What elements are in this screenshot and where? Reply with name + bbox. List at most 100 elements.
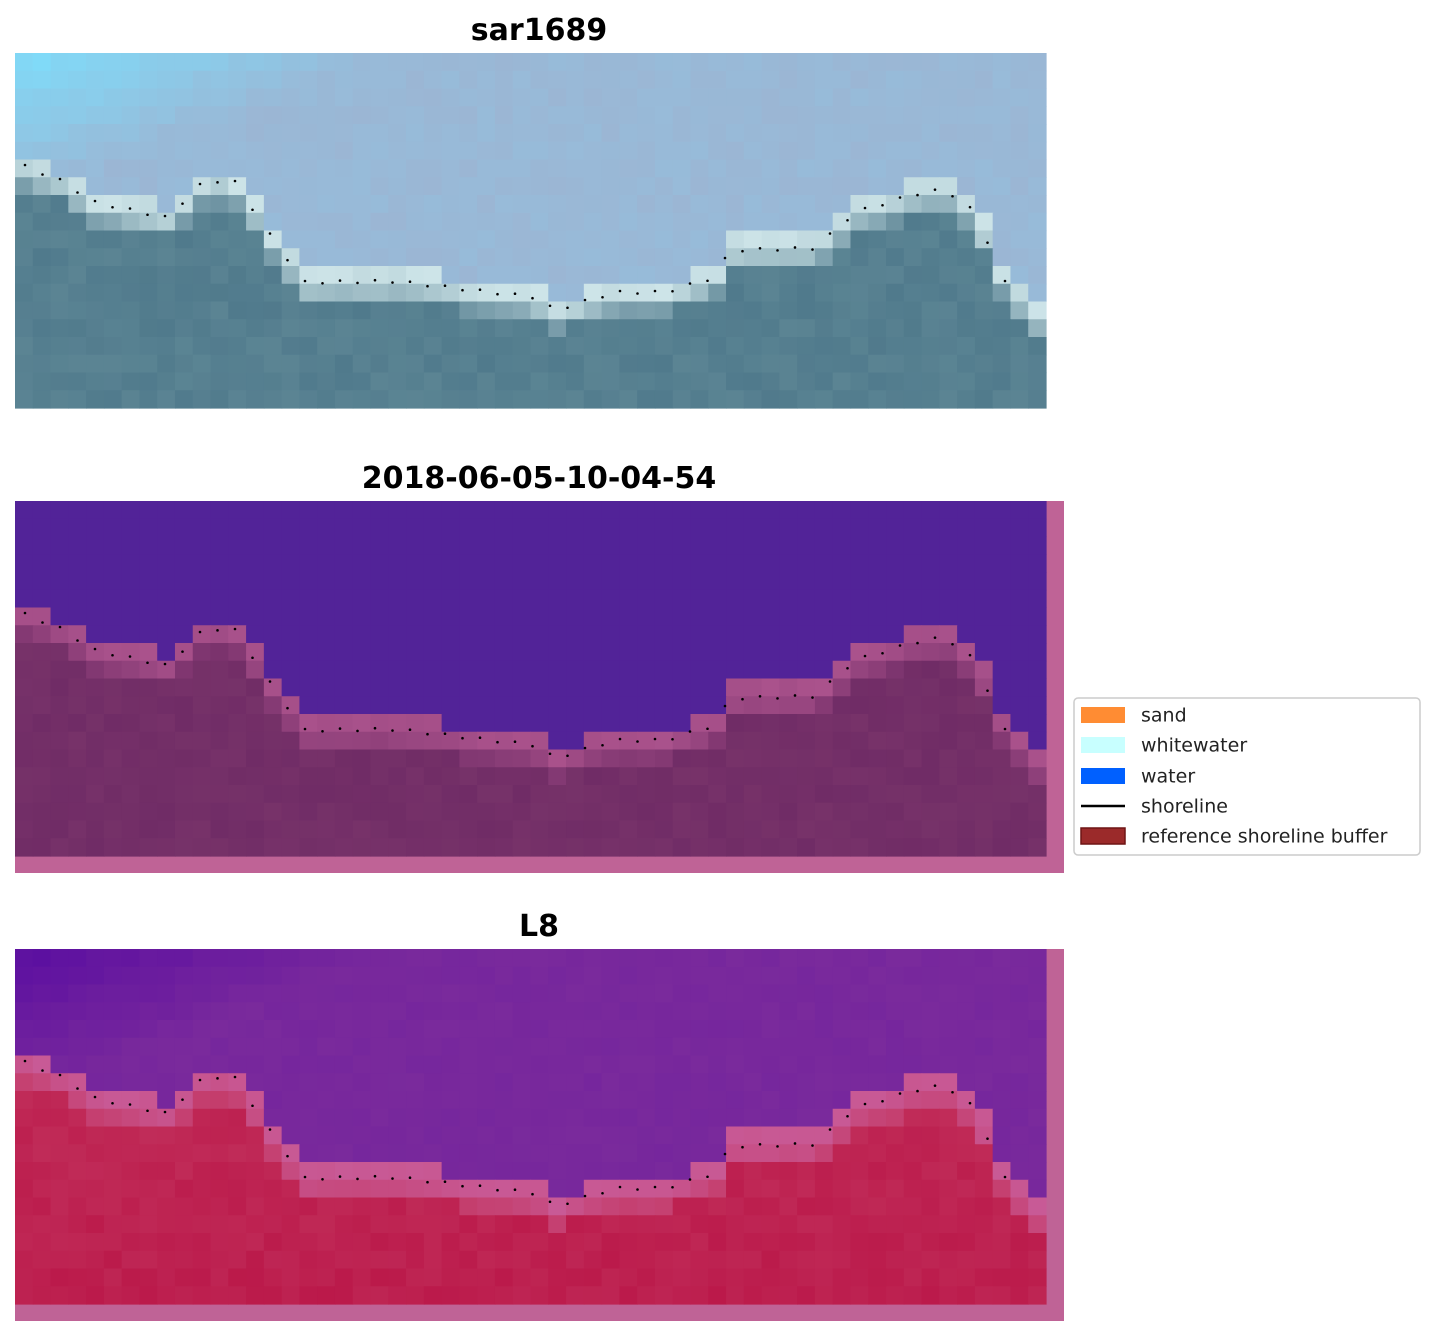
image-pixel bbox=[406, 1091, 425, 1110]
image-pixel bbox=[121, 319, 141, 338]
image-pixel bbox=[281, 678, 301, 697]
image-pixel bbox=[779, 802, 798, 822]
image-pixel bbox=[654, 1162, 674, 1181]
image-pixel bbox=[86, 212, 105, 232]
image-pixel bbox=[601, 1250, 620, 1270]
image-pixel bbox=[939, 1268, 958, 1287]
image-pixel bbox=[530, 195, 549, 214]
image-pixel bbox=[939, 696, 958, 715]
image-pixel bbox=[157, 1073, 176, 1092]
image-pixel bbox=[654, 1091, 674, 1110]
image-pixel bbox=[797, 696, 816, 715]
image-pixel bbox=[299, 660, 318, 680]
image-pixel bbox=[494, 678, 514, 697]
image-pixel bbox=[690, 301, 709, 320]
image-pixel bbox=[530, 984, 549, 1003]
image-pixel bbox=[86, 1179, 105, 1199]
image-pixel bbox=[779, 1126, 798, 1145]
image-pixel bbox=[441, 1055, 460, 1074]
image-pixel bbox=[726, 838, 745, 857]
image-pixel bbox=[334, 248, 354, 267]
image-pixel bbox=[86, 731, 105, 751]
image-pixel bbox=[957, 1162, 976, 1181]
image-pixel bbox=[548, 319, 567, 338]
image-pixel bbox=[192, 70, 212, 90]
image-pixel bbox=[601, 643, 620, 662]
shoreline-point bbox=[846, 218, 849, 222]
image-pixel bbox=[654, 785, 674, 804]
image-pixel bbox=[672, 53, 692, 72]
image-pixel bbox=[761, 1055, 780, 1074]
image-pixel bbox=[299, 301, 318, 320]
image-pixel bbox=[263, 230, 283, 249]
image-pixel bbox=[832, 536, 852, 555]
image-pixel bbox=[708, 1091, 727, 1110]
image-pixel bbox=[850, 607, 869, 626]
image-pixel bbox=[50, 749, 69, 768]
shoreline-point bbox=[811, 1144, 814, 1147]
image-pixel bbox=[601, 1108, 620, 1128]
image-pixel bbox=[548, 88, 567, 107]
image-pixel bbox=[299, 625, 318, 644]
image-pixel bbox=[441, 1002, 460, 1021]
image-pixel bbox=[672, 1002, 692, 1021]
image-pixel bbox=[708, 1268, 727, 1287]
image-pixel bbox=[992, 372, 1012, 391]
image-pixel bbox=[921, 625, 940, 644]
image-pixel bbox=[352, 1250, 372, 1270]
image-pixel bbox=[637, 1126, 656, 1145]
image-pixel bbox=[921, 1250, 940, 1270]
image-pixel bbox=[352, 1055, 372, 1074]
image-pixel bbox=[86, 518, 105, 538]
image-pixel bbox=[583, 141, 603, 161]
image-pixel bbox=[512, 518, 532, 538]
image-pixel bbox=[743, 1162, 763, 1181]
image-pixel bbox=[494, 589, 514, 609]
image-pixel bbox=[886, 1268, 905, 1287]
image-pixel bbox=[903, 1073, 923, 1092]
image-pixel bbox=[832, 1108, 852, 1128]
image-pixel bbox=[423, 372, 443, 391]
image-pixel bbox=[566, 1037, 585, 1057]
image-pixel bbox=[263, 106, 283, 125]
image-pixel bbox=[957, 283, 976, 303]
image-pixel bbox=[832, 266, 852, 285]
image-pixel bbox=[423, 248, 443, 267]
image-pixel bbox=[779, 354, 798, 374]
image-pixel bbox=[672, 966, 692, 986]
image-pixel bbox=[548, 248, 567, 267]
image-pixel bbox=[15, 1250, 34, 1270]
image-pixel bbox=[548, 1233, 567, 1252]
image-pixel bbox=[210, 536, 229, 555]
shoreline-point bbox=[338, 727, 342, 730]
image-pixel bbox=[512, 785, 532, 804]
image-pixel bbox=[299, 141, 318, 161]
image-pixel bbox=[406, 1233, 425, 1252]
image-pixel bbox=[370, 177, 389, 196]
image-pixel bbox=[672, 518, 692, 538]
image-pixel bbox=[814, 572, 834, 591]
image-pixel bbox=[370, 714, 389, 733]
image-pixel bbox=[974, 802, 994, 822]
image-pixel bbox=[1028, 1073, 1047, 1092]
image-pixel bbox=[388, 1002, 407, 1021]
image-pixel bbox=[50, 124, 69, 143]
shoreline-point bbox=[706, 727, 709, 731]
shoreline-point bbox=[461, 1184, 464, 1188]
image-pixel bbox=[477, 88, 496, 107]
image-pixel bbox=[477, 177, 496, 196]
image-pixel bbox=[210, 283, 229, 303]
image-pixel bbox=[548, 70, 567, 90]
image-pixel bbox=[601, 1002, 620, 1021]
image-pixel bbox=[637, 572, 656, 591]
image-pixel bbox=[86, 749, 105, 768]
image-pixel bbox=[886, 230, 905, 249]
image-pixel bbox=[850, 53, 869, 72]
image-pixel bbox=[903, 337, 923, 356]
image-pixel bbox=[459, 301, 478, 320]
legend-label: shoreline bbox=[1141, 796, 1228, 818]
image-pixel bbox=[68, 714, 87, 733]
image-pixel bbox=[868, 1215, 887, 1234]
image-pixel bbox=[654, 1197, 674, 1216]
image-pixel bbox=[690, 678, 709, 697]
